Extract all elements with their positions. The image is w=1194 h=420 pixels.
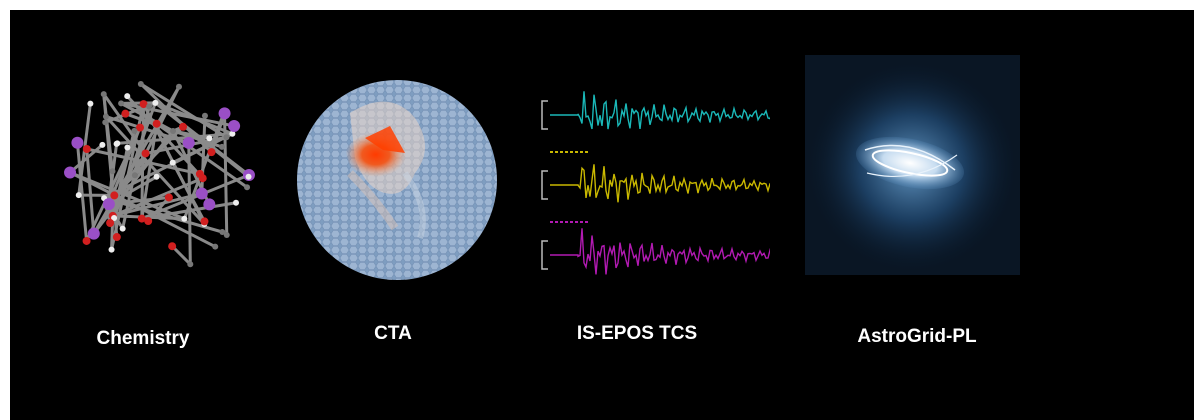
galaxy-simulation-image bbox=[805, 55, 1020, 275]
label-astrogrid-pl: AstroGrid-PL bbox=[857, 326, 977, 347]
seismogram-image bbox=[530, 75, 770, 280]
label-cta: CTA bbox=[374, 323, 412, 344]
label-chemistry: Chemistry bbox=[96, 328, 190, 349]
camera-hexagon-map-image bbox=[295, 78, 500, 283]
molecule-image bbox=[38, 65, 268, 285]
label-is-epos-tcs: IS-EPOS TCS bbox=[576, 323, 698, 344]
banner: Chemistry CTA IS-EPOS TCS AstroGrid-PL bbox=[10, 10, 1194, 420]
